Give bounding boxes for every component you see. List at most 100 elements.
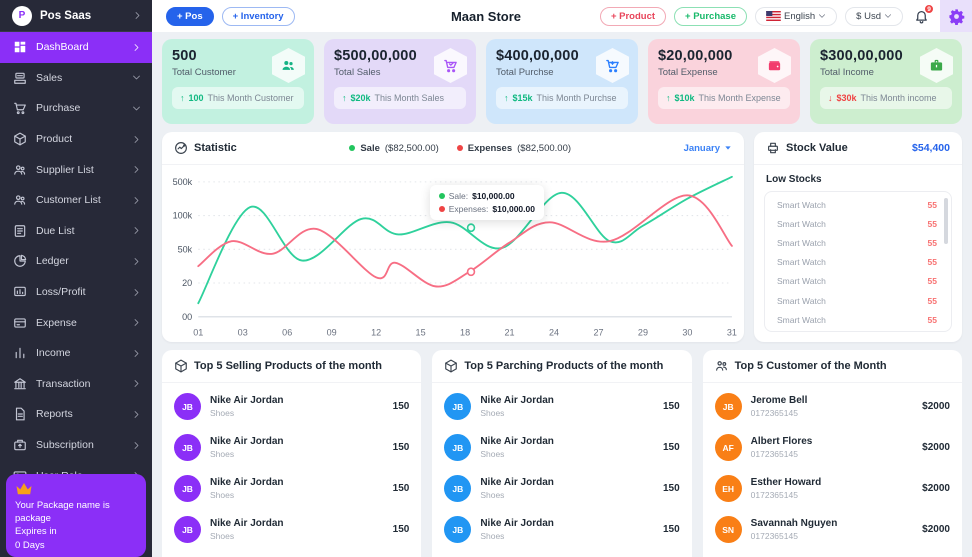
stock-item-qty: 55	[927, 237, 937, 248]
svg-text:06: 06	[282, 327, 292, 337]
list-item: JB Nike Air Jordan Shoes 150	[174, 468, 409, 509]
sidebar-item-sales[interactable]: Sales	[0, 63, 152, 94]
period-dropdown[interactable]: January	[684, 143, 732, 154]
stock-icon	[766, 141, 780, 155]
bottom-row: Top 5 Selling Products of the month JB Nik…	[162, 350, 962, 557]
topbar: + Pos + Inventory Maan Store + Product +…	[152, 0, 972, 32]
tooltip-name: Expenses:	[448, 204, 489, 214]
delta-arrow-icon: ↑	[504, 93, 509, 103]
users-icon	[13, 193, 27, 207]
register-icon	[13, 71, 27, 85]
panel-rows: JB Nike Air Jordan Shoes 150 JB Nike Air Jord…	[162, 383, 421, 557]
pos-button[interactable]: + Pos	[166, 6, 214, 26]
sidebar-item-expense[interactable]: Expense	[0, 307, 152, 338]
stat-label: Total Purchse	[496, 67, 554, 78]
grid-icon	[13, 40, 27, 54]
panel-title: Top 5 Selling Products of the month	[194, 360, 383, 372]
chevron-down-icon	[132, 73, 141, 82]
purchase-button[interactable]: + Purchase	[674, 6, 747, 26]
stat-card-total-sales: $500,00,000 Total Sales ↑ $20k This Month Sa…	[324, 39, 476, 124]
sidebar-item-reports[interactable]: Reports	[0, 399, 152, 430]
stock-item-qty: 55	[927, 314, 937, 325]
subscribe-icon	[13, 438, 27, 452]
sidebar-item-customer-list[interactable]: Customer List	[0, 185, 152, 216]
sidebar-item-label: Subscription	[36, 439, 94, 452]
chevron-right-icon	[132, 196, 141, 205]
walletfill-icon	[767, 58, 782, 73]
doc-icon	[13, 407, 27, 421]
sidebar-item-label: Customer List	[36, 194, 101, 207]
delta-arrow-icon: ↑	[666, 93, 671, 103]
svg-text:18: 18	[460, 327, 470, 337]
list-item-text: Nike Air Jordan Shoes	[210, 436, 384, 459]
topbar-actions: + Product + Purchase English $ Usd 9	[599, 0, 972, 32]
delta-amount: $20k	[350, 93, 371, 103]
stock-row: Smart Watch 55	[765, 272, 951, 291]
stock-header: Stock Value $54,400	[754, 132, 962, 165]
sidebar-item-income[interactable]: Income	[0, 338, 152, 369]
list-item-value: $2000	[922, 483, 950, 494]
sidebar-item-ledger[interactable]: Ledger	[0, 246, 152, 277]
avatar: JB	[174, 516, 201, 543]
users-icon	[13, 163, 27, 177]
svg-text:20: 20	[182, 278, 192, 288]
notification-badge: 9	[924, 4, 934, 14]
list-item-value: $2000	[922, 442, 950, 453]
low-stocks-label: Low Stocks	[766, 174, 822, 185]
inventory-button[interactable]: + Inventory	[221, 6, 295, 26]
svg-text:03: 03	[238, 327, 248, 337]
delta-text: This Month Expense	[698, 93, 781, 103]
sidebar-item-loss-profit[interactable]: Loss/Profit	[0, 277, 152, 308]
currency-label: $ Usd	[856, 10, 881, 22]
list-item-sub: 0172365145	[750, 490, 798, 500]
box-icon	[13, 132, 27, 146]
sidebar-item-due-list[interactable]: Due List	[0, 216, 152, 247]
list-item-value: 150	[392, 401, 410, 412]
list-item-name: Nike Air Jordan	[210, 477, 284, 488]
sidebar-item-purchase[interactable]: Purchase	[0, 93, 152, 124]
line-chart[interactable]: 00 20 50k 100k 500k 01 03 06 09 12 15 18 21 24 27 29 30 3…	[162, 165, 744, 342]
legend-dot-icon	[456, 145, 463, 151]
chevron-right-icon	[133, 11, 142, 20]
brand[interactable]: P Pos Saas	[0, 0, 152, 32]
language-dropdown[interactable]: English	[755, 6, 838, 26]
list-item-value: 150	[392, 442, 410, 453]
list-item: JB Nike Air Jordan Shoes 150	[444, 509, 680, 550]
sidebar-item-transaction[interactable]: Transaction	[0, 369, 152, 400]
statistic-line-chart-plot[interactable]: 00 20 50k 100k 500k 01 03 06 09 12 15 18 21 24 27 29 30 3…	[162, 165, 744, 342]
delta-amount: $15k	[512, 93, 533, 103]
crown-icon	[15, 482, 33, 496]
product-button[interactable]: + Product	[599, 6, 667, 26]
sidebar-item-label: Expense	[36, 316, 77, 329]
stat-delta-pill: ↓ $30k This Month income	[820, 87, 952, 109]
currency-dropdown[interactable]: $ Usd	[845, 6, 903, 26]
list-item-text: Nike Air Jordan Shoes	[210, 518, 384, 541]
stat-value: $300,00,000	[820, 48, 903, 64]
sidebar-item-supplier-list[interactable]: Supplier List	[0, 154, 152, 185]
stat-delta-pill: ↑ $10k This Month Expense	[658, 87, 790, 109]
sidebar-item-subscription[interactable]: Subscription	[0, 430, 152, 461]
delta-amount: $10k	[674, 93, 695, 103]
list-item-text: Nike Air Jordan Shoes	[210, 395, 384, 418]
legend-item-sale: Sale ($82,500.00)	[349, 143, 439, 154]
svg-text:15: 15	[416, 327, 426, 337]
legend-item-expenses: Expenses ($82,500.00)	[456, 143, 571, 154]
svg-text:27: 27	[593, 327, 603, 337]
stock-row: Smart Watch 55	[765, 253, 951, 272]
tooltip-value: $10,000.00	[492, 204, 535, 214]
avatar: JB	[714, 393, 742, 420]
sidebar-item-dashboard[interactable]: DashBoard	[0, 32, 152, 63]
list-item-value: $2000	[922, 524, 950, 535]
scrollbar-thumb[interactable]	[944, 198, 948, 244]
sidebar-item-label: Ledger	[36, 255, 69, 268]
settings-button[interactable]	[940, 0, 972, 32]
notifications-button[interactable]: 9	[914, 4, 934, 24]
avatar: EH	[714, 475, 742, 502]
list-item-sub: 0172365145	[750, 408, 798, 418]
tooltip-value: $10,000.00	[472, 191, 515, 201]
svg-text:24: 24	[549, 327, 559, 337]
sidebar-item-product[interactable]: Product	[0, 124, 152, 155]
chevron-right-icon	[132, 288, 141, 297]
list-item-sub: Shoes	[210, 531, 235, 541]
package-card[interactable]: Your Package name is package Expires in …	[6, 473, 146, 557]
